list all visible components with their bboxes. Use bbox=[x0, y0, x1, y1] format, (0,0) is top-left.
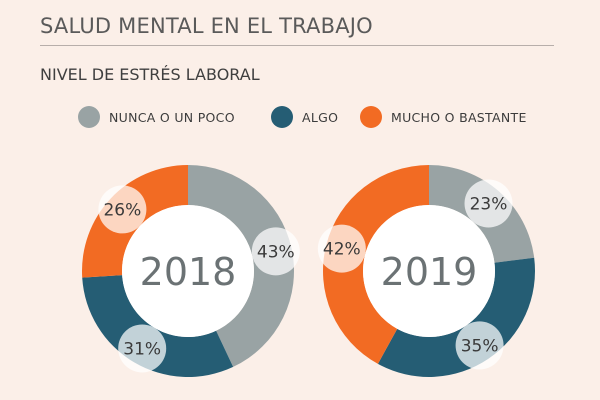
value-label-2018-algo: 31% bbox=[123, 339, 161, 359]
legend-label-algo: ALGO bbox=[302, 109, 339, 125]
value-badge-2018-nunca-o-un-poco bbox=[251, 227, 300, 276]
title-divider bbox=[40, 45, 554, 46]
legend-swatch-algo bbox=[271, 106, 293, 128]
legend-swatch-mucho bbox=[360, 106, 382, 128]
chart-year-label-2019: 2019 bbox=[381, 250, 478, 294]
value-badge-2018-mucho-o-bastante bbox=[98, 185, 147, 234]
legend-swatch-nunca bbox=[78, 106, 100, 128]
donut-slice-2018-nunca-o-un-poco bbox=[188, 165, 294, 367]
value-label-2019-nunca-o-un-poco: 23% bbox=[470, 194, 508, 214]
legend-label-nunca: NUNCA O UN POCO bbox=[109, 109, 235, 125]
legend-item-mucho: MUCHO O BASTANTE bbox=[360, 106, 527, 128]
value-label-2018-mucho-o-bastante: 26% bbox=[103, 200, 141, 220]
legend-item-algo: ALGO bbox=[271, 106, 338, 128]
value-badge-2019-algo bbox=[455, 321, 504, 370]
donut-center-2018 bbox=[122, 205, 254, 337]
value-label-2018-nunca-o-un-poco: 43% bbox=[257, 242, 295, 262]
chart-subtitle: NIVEL DE ESTRÉS LABORAL bbox=[40, 65, 260, 84]
value-label-2019-algo: 35% bbox=[461, 336, 499, 356]
donut-center-2019 bbox=[363, 205, 495, 337]
legend-label-mucho: MUCHO O BASTANTE bbox=[391, 109, 527, 125]
value-badge-2019-mucho-o-bastante bbox=[317, 224, 366, 273]
value-badge-2019-nunca-o-un-poco bbox=[464, 179, 513, 228]
legend-item-nunca: NUNCA O UN POCO bbox=[78, 106, 235, 128]
page-title: SALUD MENTAL EN EL TRABAJO bbox=[40, 14, 373, 38]
donut-slice-2019-mucho-o-bastante bbox=[323, 165, 429, 364]
value-label-2019-mucho-o-bastante: 42% bbox=[323, 240, 361, 260]
chart-year-label-2018: 2018 bbox=[140, 250, 237, 294]
value-badge-2018-algo bbox=[118, 324, 167, 373]
